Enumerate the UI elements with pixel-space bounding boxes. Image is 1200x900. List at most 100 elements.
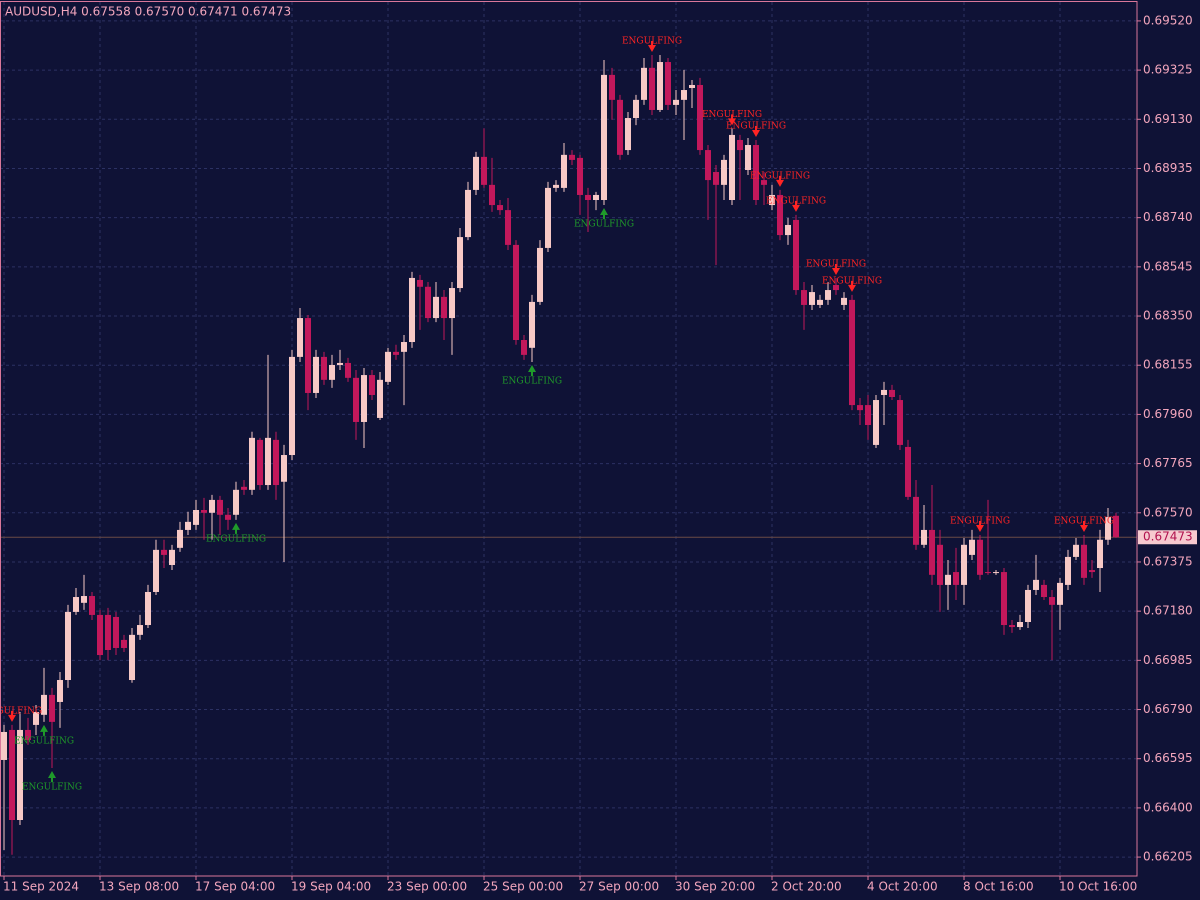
candle-body bbox=[17, 729, 23, 821]
candle-body bbox=[785, 224, 791, 236]
chart-info: AUDUSD,H4 0.67558 0.67570 0.67471 0.6747… bbox=[5, 5, 291, 19]
signal-arrow bbox=[1080, 520, 1088, 532]
candle-body bbox=[657, 62, 663, 110]
candle-body bbox=[65, 611, 71, 681]
candle-body bbox=[265, 437, 271, 486]
candle-body bbox=[281, 455, 287, 482]
candle-body bbox=[977, 539, 983, 575]
candle-body bbox=[521, 339, 527, 355]
y-tick-label: 0.66205 bbox=[1143, 850, 1193, 864]
candle-body bbox=[25, 729, 31, 741]
candle-body bbox=[465, 189, 471, 238]
y-tick-label: 0.68740 bbox=[1143, 210, 1193, 224]
candle-body bbox=[1113, 515, 1119, 538]
candle-body bbox=[393, 351, 399, 355]
candle-body bbox=[49, 694, 55, 722]
candle-body bbox=[1, 731, 7, 760]
candle-body bbox=[337, 362, 343, 365]
candle-body bbox=[529, 301, 535, 348]
y-tick-label: 0.68350 bbox=[1143, 309, 1193, 323]
candle-body bbox=[577, 157, 583, 195]
candle-body bbox=[113, 616, 119, 648]
candle-body bbox=[857, 405, 863, 411]
candle-body bbox=[361, 375, 367, 422]
candle-body bbox=[633, 99, 639, 119]
candle-body bbox=[537, 247, 543, 302]
candle-body bbox=[585, 194, 591, 201]
candle-body bbox=[617, 99, 623, 155]
signal-label: ENGULFING bbox=[622, 36, 682, 46]
candle-body bbox=[729, 134, 735, 201]
candle-body bbox=[1073, 544, 1079, 557]
signal-arrow bbox=[848, 280, 856, 292]
signal-label: ENGULFING bbox=[22, 783, 82, 793]
signal-arrow bbox=[600, 208, 608, 220]
candle-body bbox=[889, 389, 895, 398]
signal-label: ENGULFING bbox=[766, 196, 826, 206]
signal-arrow bbox=[40, 724, 48, 736]
candle-body bbox=[985, 572, 991, 574]
signal-label: ENGULFING bbox=[702, 110, 762, 120]
y-tick-label: 0.67765 bbox=[1143, 456, 1193, 470]
candle-body bbox=[1049, 597, 1055, 605]
signal-arrow bbox=[8, 710, 16, 722]
candle-body bbox=[665, 62, 671, 105]
candle-body bbox=[505, 210, 511, 245]
candle-body bbox=[833, 285, 839, 291]
candle-body bbox=[873, 400, 879, 445]
candle-body bbox=[41, 694, 47, 715]
candle-body bbox=[697, 84, 703, 151]
x-tick-label: 23 Sep 00:00 bbox=[387, 880, 467, 894]
y-tick-label: 0.67960 bbox=[1143, 407, 1193, 421]
signal-label: ENGULFING bbox=[574, 220, 634, 230]
x-tick-label: 11 Sep 2024 bbox=[3, 880, 79, 894]
signal-arrow bbox=[792, 200, 800, 212]
candle-body bbox=[1017, 621, 1023, 628]
y-tick-label: 0.69325 bbox=[1143, 63, 1193, 77]
candle-body bbox=[625, 118, 631, 151]
candle-body bbox=[1009, 625, 1015, 628]
candle-body bbox=[809, 292, 815, 305]
bid-label: 0.67473 bbox=[1143, 530, 1193, 544]
candle-body bbox=[441, 296, 447, 319]
signal-label: ENGULFING bbox=[502, 376, 562, 386]
x-tick-label: 30 Sep 20:00 bbox=[675, 880, 755, 894]
candle-body bbox=[297, 318, 303, 357]
candle-body bbox=[777, 194, 783, 236]
signal-label: ENGULFING bbox=[0, 706, 42, 716]
candle-body bbox=[865, 405, 871, 426]
candle-body bbox=[1097, 539, 1103, 569]
candle-body bbox=[401, 342, 407, 352]
candle-body bbox=[753, 145, 759, 201]
candle-body bbox=[793, 219, 799, 291]
candle-body bbox=[369, 375, 375, 395]
candle-body bbox=[169, 549, 175, 565]
signal-arrow bbox=[976, 520, 984, 532]
candle-body bbox=[1033, 579, 1039, 590]
candle-body bbox=[513, 244, 519, 340]
candle-body bbox=[705, 150, 711, 181]
candle-body bbox=[457, 237, 463, 289]
candle-body bbox=[385, 351, 391, 382]
signal-label: ENGULFING bbox=[750, 171, 810, 181]
candle-body bbox=[345, 362, 351, 378]
candle-body bbox=[993, 572, 999, 574]
x-tick-label: 13 Sep 08:00 bbox=[99, 880, 179, 894]
candle-body bbox=[145, 591, 151, 626]
candle-body bbox=[409, 277, 415, 343]
y-tick-label: 0.66985 bbox=[1143, 653, 1193, 667]
candle-body bbox=[417, 279, 423, 287]
x-tick-label: 25 Sep 00:00 bbox=[483, 880, 563, 894]
candle-body bbox=[1105, 517, 1111, 540]
signal-label: ENGULFING bbox=[206, 534, 266, 544]
y-tick-label: 0.67375 bbox=[1143, 554, 1193, 568]
candle-body bbox=[185, 521, 191, 530]
signal-label: ENGULFING bbox=[950, 516, 1010, 526]
candle-body bbox=[353, 377, 359, 422]
signal-arrow bbox=[752, 125, 760, 137]
candle-body bbox=[737, 139, 743, 151]
candle-body bbox=[721, 159, 727, 185]
